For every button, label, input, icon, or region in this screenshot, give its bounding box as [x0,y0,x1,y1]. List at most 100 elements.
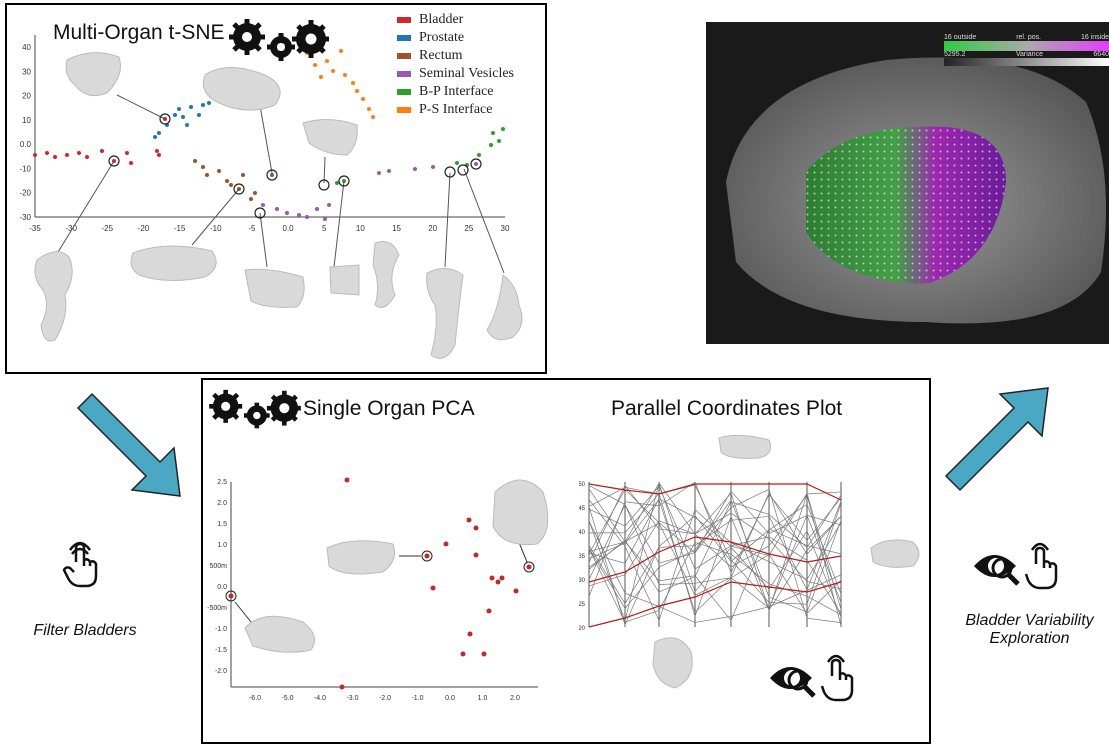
highlight-circles [108,113,482,219]
tsne-point [100,149,104,153]
tsne-point [207,101,211,105]
tsne-point [173,113,177,117]
legend-swatch [397,89,411,95]
pca-y-tick: 2.0 [217,500,227,507]
pcp-line [588,541,842,623]
tsne-x-tick: 15 [392,224,401,233]
tsne-point [153,135,157,139]
pcp-line [588,482,842,626]
pca-y-tick: 2.5 [217,479,227,486]
tsne-point [65,153,69,157]
colorbar-position: 16 outside rel. pos. 16 inside 5295.2 Va… [944,34,1109,66]
pca-scatter[interactable]: -6.0 -5.0 -4.0 -3.0 -2.0 -1.0 0.0 1.0 2.0 2.5 2.0… [203,460,563,744]
pcp-tick: 30 [579,578,586,584]
pca-x-tick: -3.0 [346,695,358,702]
pcp-line [588,521,842,623]
tsne-point [261,203,265,207]
tsne-x-tick: -35 [29,224,41,233]
tsne-point [343,73,347,77]
tsne-legend: Bladder Prostate Rectum Seminal Vesicles… [397,11,515,119]
gears-icon [229,17,329,65]
tsne-x-tick: -5 [248,224,256,233]
filter-label: Filter Bladders [33,622,137,639]
tsne-point [197,113,201,117]
tsne-point [325,59,329,63]
tsne-title: Multi-Organ t-SNE [53,21,225,44]
tsne-x-tick: -20 [138,224,150,233]
tsne-point [185,123,189,127]
parallel-coordinates-plot[interactable]: 50 45 40 35 30 25 20 [579,432,879,692]
pca-x-tick: 0.0 [445,695,455,702]
legend-label: Rectum [419,48,463,63]
tsne-point [193,159,197,163]
pca-points [228,477,532,690]
pca-y-tick: 1.5 [217,521,227,528]
pca-organ-shapes [244,479,549,653]
pca-y-tick: -2.0 [215,668,227,675]
pcp-organ-shapes [652,434,772,689]
tsne-point [474,162,478,166]
tsne-x-tick: 0.0 [283,224,295,233]
tsne-point [201,165,205,169]
tsne-point [85,155,89,159]
legend-item: P-S Interface [397,101,514,119]
tsne-point [253,191,257,195]
pcp-tick: 25 [579,602,586,608]
tsne-point [181,115,185,119]
pca-x-tick: 1.0 [478,695,488,702]
legend-label: P-S Interface [419,102,493,117]
tsne-y-tick: -20 [19,189,31,198]
tsne-point [270,173,274,177]
tsne-point [315,207,319,211]
tsne-point [53,155,57,159]
explore-icon-center [768,652,864,711]
legend-swatch [397,71,411,77]
tsne-point [377,171,381,175]
tsne-point [335,181,339,185]
tsne-x-tick: 30 [501,224,510,233]
arrow-down-right-icon [76,392,181,497]
pcp-tick: 35 [579,554,586,560]
pcp-line [588,488,842,554]
tsne-point [327,203,331,207]
tsne-y-tick: -10 [19,164,31,173]
tsne-point [413,167,417,171]
pca-y-tick: 0.0 [217,584,227,591]
bladder-render[interactable]: 16 outside rel. pos. 16 inside 5295.2 Va… [706,22,1109,344]
tsne-x-tick: -25 [102,224,114,233]
pcp-line [588,482,842,618]
pca-x-tick: 2.0 [510,695,520,702]
explore-icon-right [970,540,1070,599]
pcp-highlight-line [588,536,842,583]
tsne-x-tick: 10 [356,224,365,233]
pcp-right-shape [867,536,927,577]
pcp-highlight-line [588,483,842,501]
variance-gradient [944,58,1109,66]
pcp-tick: 20 [579,626,586,632]
tsne-point [501,127,505,131]
explore-label: Bladder Variability Exploration [965,612,1094,647]
tsne-point [431,165,435,169]
legend-item: Bladder [397,11,514,29]
tsne-point [489,143,493,147]
tsne-point [351,81,355,85]
tsne-y-tick: 0.0 [20,140,32,149]
tsne-point [491,131,495,135]
leader-lines [54,94,505,274]
tsne-point [297,213,301,217]
pca-y-tick: 1.0 [217,542,227,549]
tsne-y-tick: -30 [19,213,31,222]
tsne-x-tick: 5 [322,224,327,233]
pcp-line [588,481,842,597]
legend-swatch [397,17,411,23]
tsne-point [477,153,481,157]
legend-label: Seminal Vesicles [419,66,515,81]
pca-y-tick: -500m [207,605,227,612]
tsne-point [77,151,81,155]
pcp-line [588,488,842,623]
pca-x-tick: -1.0 [411,695,423,702]
tsne-y-tick: 40 [22,43,31,52]
variance-max-label: 6640 [1093,51,1109,58]
tsne-point [305,215,309,219]
tsne-x-tick: -15 [174,224,186,233]
